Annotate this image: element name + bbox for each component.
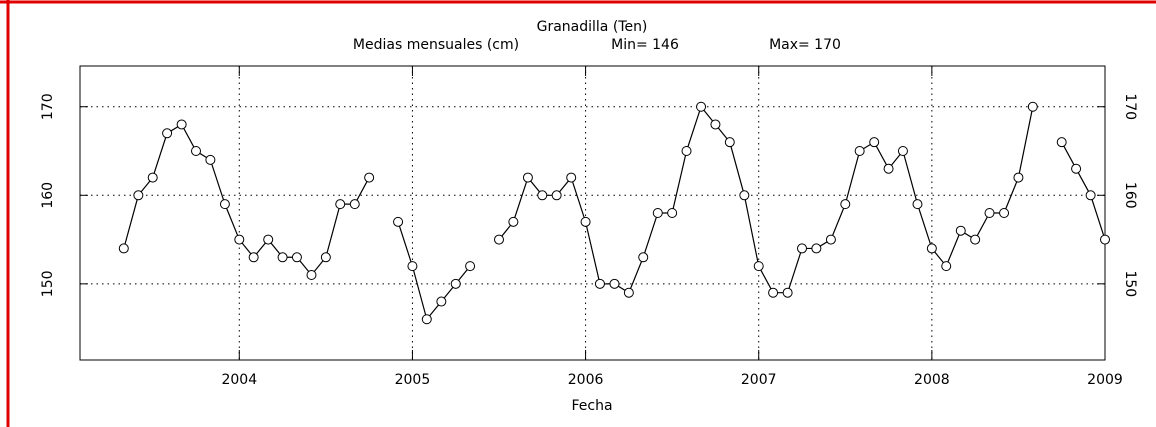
x-tick-label: 2007 [741,372,777,388]
data-point [364,172,375,183]
data-point [623,287,634,298]
data-point [494,234,505,245]
data-point [984,208,995,218]
data-point [147,172,158,183]
x-axis-label: Fecha [571,398,612,414]
data-point [739,190,750,201]
data-point [782,287,793,298]
x-tick-label: 2008 [914,372,950,388]
plot-frame [79,65,1106,361]
data-point [941,261,952,272]
data-point [176,119,187,130]
data-point [1085,190,1096,201]
data-point [638,252,649,263]
data-point [883,163,894,174]
data-point [753,261,764,272]
data-point [407,261,418,272]
data-point [797,243,808,254]
annotation: Max= 170 [769,37,841,53]
y-tick-label: 160 [1122,182,1138,209]
data-point [811,243,822,254]
data-point [465,261,476,272]
data-point [825,234,836,245]
data-point [1100,234,1110,245]
annotation: Min= 146 [611,37,679,53]
data-point [291,252,302,263]
data-line [123,105,1106,321]
data-point [320,252,331,263]
data-point [248,252,259,263]
data-point [162,128,173,139]
data-point [1071,163,1082,174]
data-point [652,208,663,218]
data-point [118,243,129,254]
data-point [912,199,923,210]
data-point [421,314,432,325]
x-tick-label: 2006 [568,372,604,388]
data-point [234,234,245,245]
data-point [926,243,937,254]
data-point [133,190,144,201]
data-point [522,172,533,183]
data-point [724,137,735,148]
data-point [970,234,981,245]
data-point [696,101,707,112]
data-point [710,119,721,130]
data-point [205,154,216,165]
data-point [580,216,591,227]
data-point [450,278,461,289]
chart-subtitle: Medias mensuales (cm) [353,37,519,53]
data-point [955,225,966,236]
x-tick-label: 2004 [221,372,257,388]
chart-title: Granadilla (Ten) [537,19,648,35]
data-point [897,146,908,157]
data-point [869,137,880,148]
data-point [277,252,288,263]
data-point [681,146,692,157]
data-point [609,278,620,289]
data-point [508,216,519,227]
data-point [393,216,404,227]
data-point [840,199,851,210]
x-tick-label: 2005 [395,372,431,388]
data-point [999,208,1010,218]
y-tick-label: 150 [1122,270,1138,297]
data-point [551,190,562,201]
y-tick-label: 170 [40,93,56,120]
x-tick-label: 2009 [1087,372,1123,388]
data-point [1013,172,1024,183]
data-point [768,287,779,298]
y-tick-label: 150 [40,270,56,297]
data-point [191,146,202,157]
data-point [667,208,678,218]
data-point [1027,101,1038,112]
data-point [566,172,577,183]
data-point [854,146,865,157]
data-point [219,199,230,210]
data-point [1056,137,1067,148]
data-point [594,278,605,289]
y-tick-label: 160 [40,182,56,209]
data-point [306,269,317,280]
data-point [436,296,447,307]
data-point [263,234,274,245]
y-tick-label: 170 [1122,93,1138,120]
data-point [349,199,360,210]
data-point [335,199,346,210]
data-point [537,190,548,201]
